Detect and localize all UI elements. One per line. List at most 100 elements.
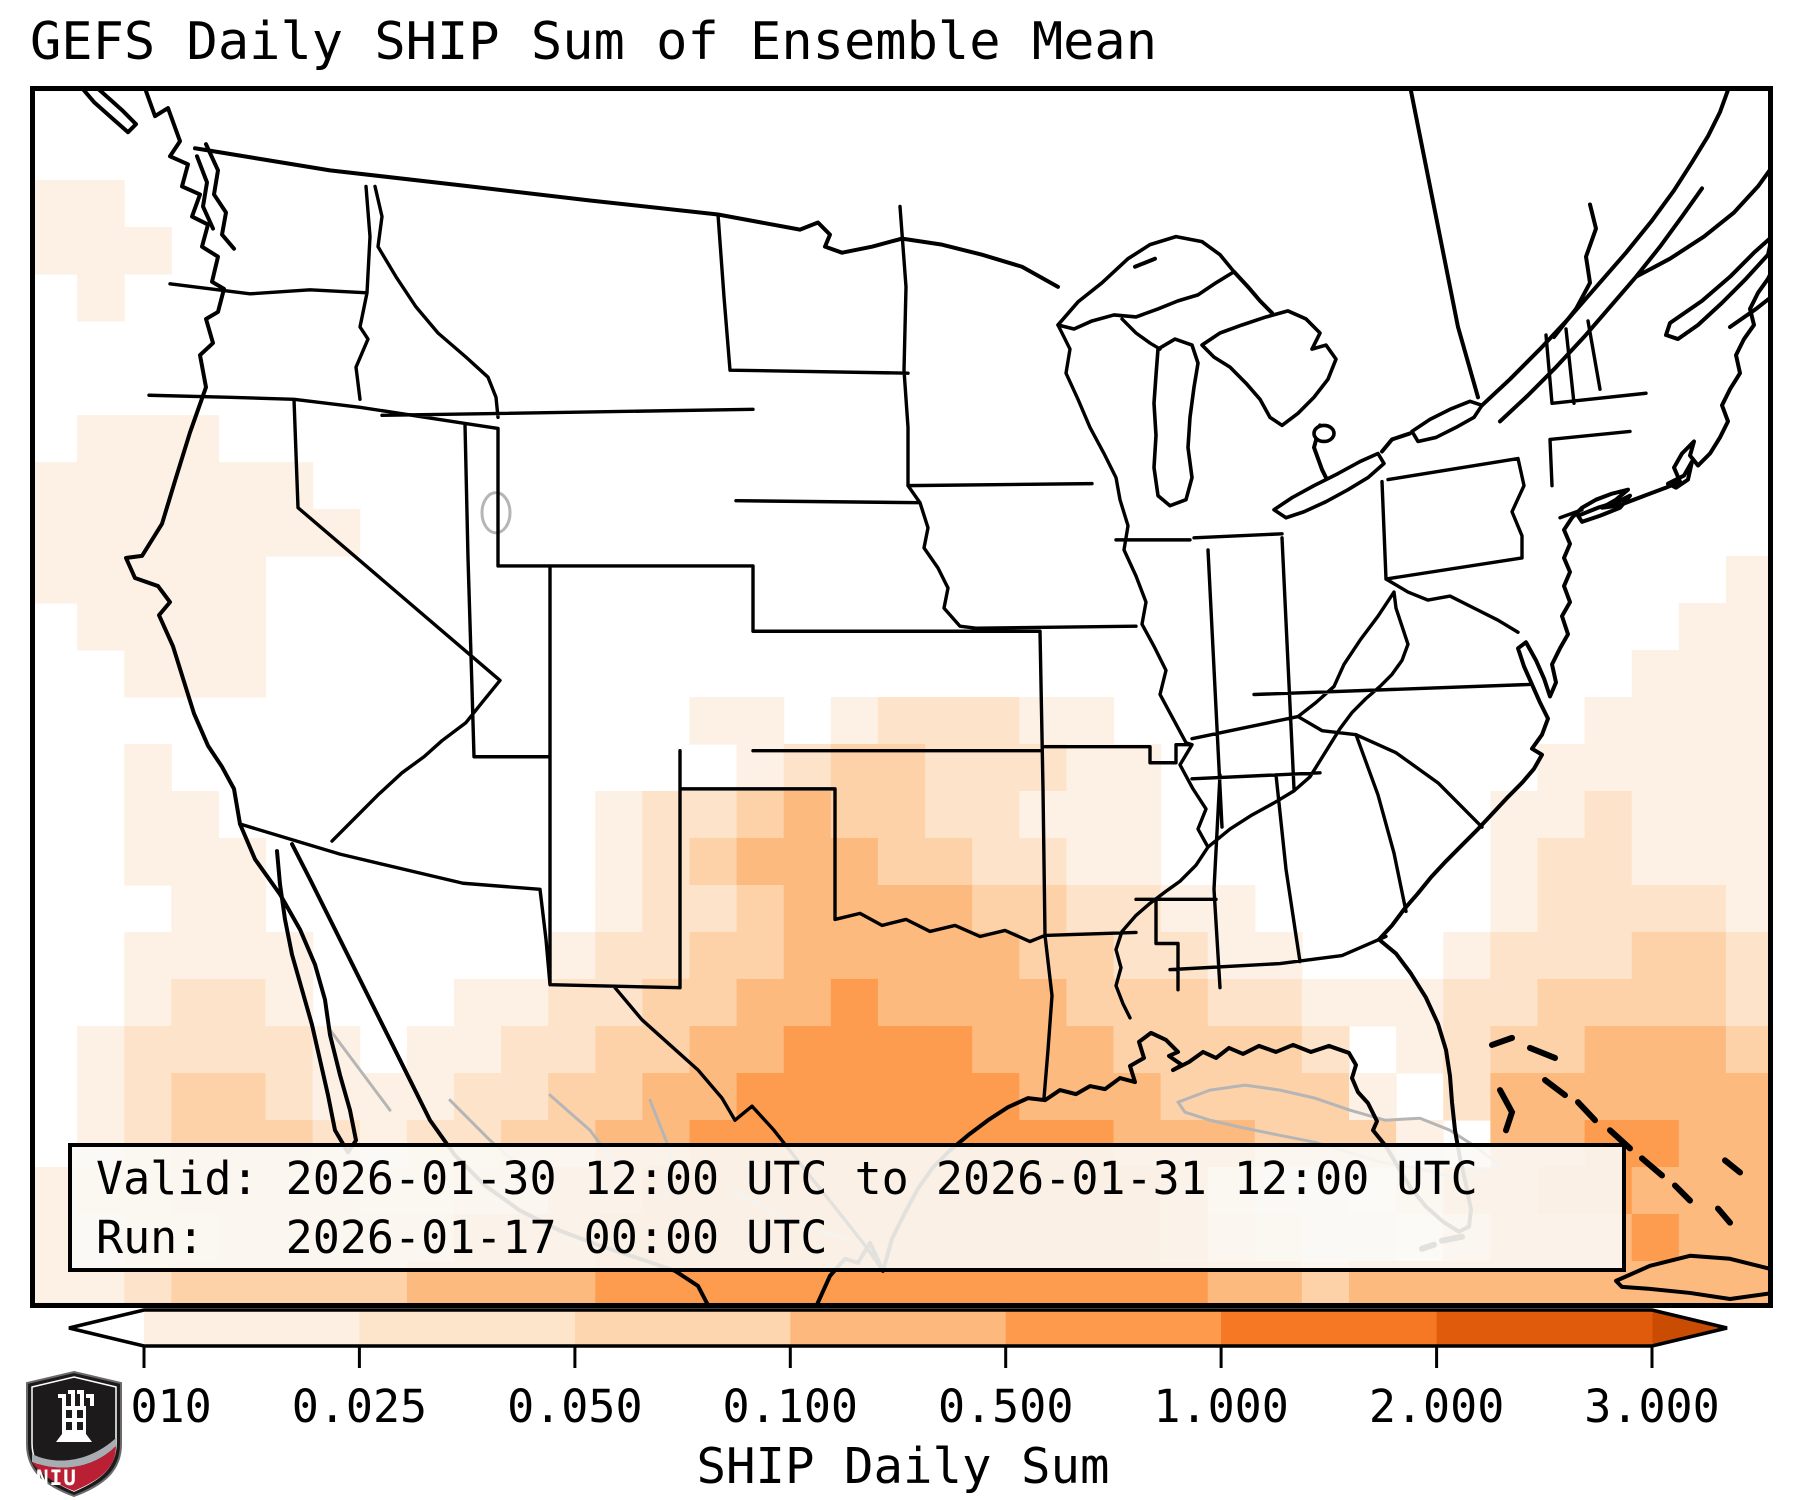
data-cell (1537, 837, 1586, 886)
data-cell (972, 790, 1020, 839)
data-cell (1725, 837, 1773, 886)
data-cell (830, 1073, 879, 1121)
data-cell (1631, 931, 1680, 980)
data-cell (1537, 884, 1586, 933)
colorbar-outline (68, 1308, 1728, 1348)
colorbar-ticks (142, 1346, 1654, 1368)
data-cell (1490, 978, 1539, 1027)
data-cell (1113, 884, 1162, 933)
maine-canada-border (1552, 202, 1598, 340)
data-cell (1584, 790, 1633, 839)
data-cell (124, 1026, 172, 1074)
valid-text: Valid: 2026-01-30 12:00 UTC to 2026-01-3… (96, 1152, 1478, 1205)
data-cell (1443, 931, 1491, 980)
data-cell (218, 978, 267, 1027)
data-cell (925, 1073, 973, 1121)
silver-swoosh (32, 1438, 116, 1468)
data-cell (736, 884, 785, 933)
red-band (32, 1446, 116, 1491)
data-cell (1537, 790, 1586, 839)
data-cell (595, 1026, 643, 1074)
data-cell (642, 931, 691, 980)
lake-erie (1272, 451, 1386, 520)
data-cell (1631, 837, 1680, 886)
data-cell (1537, 978, 1586, 1027)
data-cell (1349, 978, 1397, 1027)
lake-superior (1056, 234, 1236, 331)
data-cell (1631, 1214, 1680, 1262)
data-cell (972, 884, 1020, 933)
data-cell (1066, 743, 1115, 792)
data-cell (77, 179, 125, 228)
data-cell (1160, 884, 1209, 933)
data-cell (1160, 978, 1209, 1027)
data-cell (77, 226, 125, 275)
data-cell (218, 603, 267, 651)
data-cell (736, 1026, 785, 1074)
colorbar-tick-label: 0.500 (937, 1380, 1074, 1433)
data-cell (783, 790, 832, 839)
data-cell (1537, 1026, 1586, 1074)
data-cell (595, 1073, 643, 1121)
colorbar-segment (574, 1310, 791, 1346)
data-cell (265, 509, 314, 557)
data-cell (830, 837, 879, 886)
data-cell (1490, 837, 1539, 886)
data-cell (689, 1026, 738, 1074)
data-cell (736, 931, 785, 980)
data-cell (218, 556, 267, 604)
data-cell (1631, 884, 1680, 933)
data-cell (925, 790, 973, 839)
data-cell (830, 884, 879, 933)
data-cell (689, 790, 738, 839)
data-cell (1725, 743, 1773, 792)
data-cell (124, 462, 172, 510)
data-cell (218, 650, 267, 698)
data-cell (1584, 931, 1633, 980)
data-cell (171, 931, 219, 980)
niu-wordmark: NIU (36, 1466, 77, 1490)
map-svg (30, 86, 1773, 1308)
data-cell (689, 931, 738, 980)
data-cell (1725, 790, 1773, 839)
map-canvas (30, 86, 1773, 1308)
data-cell (406, 1073, 455, 1121)
data-cell (1537, 743, 1586, 792)
data-cell (1678, 1261, 1727, 1308)
data-cell (77, 1026, 125, 1074)
colorbar-segment (1221, 1310, 1437, 1346)
colorbar-svg (68, 1308, 1728, 1368)
us-canada-border (193, 146, 1412, 488)
data-cell (124, 790, 172, 839)
data-cell (454, 1026, 502, 1074)
data-cell (972, 931, 1020, 980)
lake-ontario (1410, 399, 1484, 444)
data-cell (736, 837, 785, 886)
colorbar-tick-label: 0.100 (722, 1380, 859, 1433)
data-cell (265, 1073, 314, 1121)
data-cell (1113, 837, 1162, 886)
data-cell (1725, 1120, 1773, 1168)
data-cell (1066, 697, 1115, 745)
data-cell (1725, 1073, 1773, 1121)
data-cell (30, 556, 78, 604)
colorbar-under-arrow (69, 1310, 144, 1346)
data-cell (1207, 931, 1256, 980)
colorbar-over-arrow (1652, 1310, 1727, 1346)
data-cell (1584, 978, 1633, 1027)
data-cell (925, 884, 973, 933)
data-cell (595, 884, 643, 933)
data-cell (171, 1026, 219, 1074)
data-cell (1066, 837, 1115, 886)
data-cell (171, 650, 219, 698)
data-cell (1725, 1026, 1773, 1074)
data-cell (124, 650, 172, 698)
data-cell (501, 1073, 549, 1121)
data-cell (972, 978, 1020, 1027)
data-cell (1631, 1167, 1680, 1215)
data-cell (642, 1073, 691, 1121)
data-cell (1443, 1026, 1491, 1074)
data-cell (77, 509, 125, 557)
data-cell (1631, 650, 1680, 698)
data-cell (1631, 697, 1680, 745)
